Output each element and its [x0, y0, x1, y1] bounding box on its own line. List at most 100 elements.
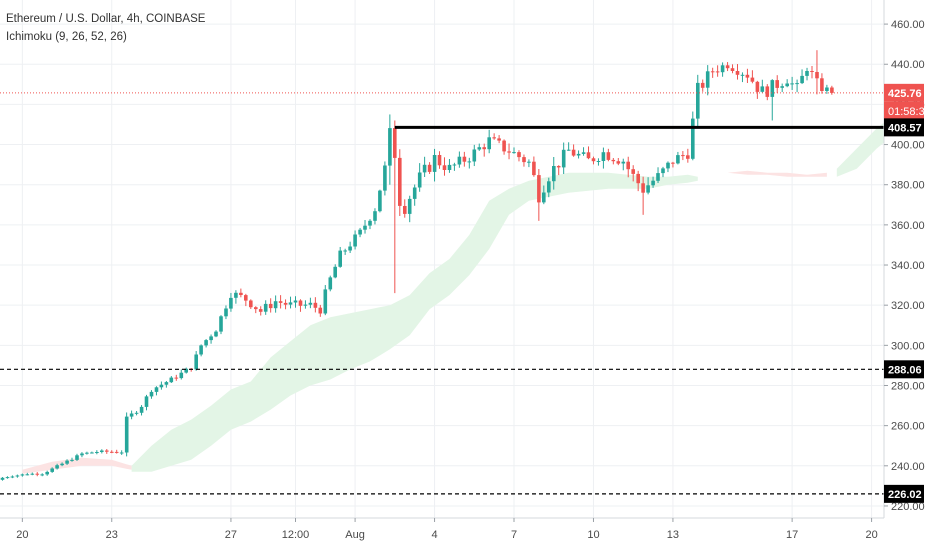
candle [775, 75, 779, 94]
candle-body [219, 316, 223, 332]
candle [65, 459, 69, 465]
candle [472, 144, 477, 167]
candle-body [273, 301, 278, 309]
candle-body [641, 183, 645, 193]
candle-body [571, 149, 576, 156]
candle [656, 167, 660, 184]
candle-body [90, 452, 94, 454]
candle-body [343, 250, 347, 252]
candle-body [576, 153, 581, 156]
candle-body [353, 234, 357, 247]
candle [204, 339, 208, 348]
candle [90, 451, 94, 454]
candle-body [134, 412, 139, 414]
candle-body [95, 452, 99, 453]
candle [705, 65, 710, 96]
candle [661, 166, 665, 178]
candle [671, 161, 675, 168]
cloud-bullish [131, 172, 698, 472]
candle [298, 299, 303, 312]
candle [388, 114, 392, 185]
candle [691, 111, 695, 161]
candle-body [760, 86, 765, 92]
candle [25, 472, 30, 476]
candle-body [676, 155, 680, 164]
time-tick-label: 13 [667, 529, 679, 541]
candle-body [348, 246, 352, 251]
candle-body [10, 476, 15, 478]
candle-body [398, 157, 402, 206]
candle-body [288, 302, 293, 305]
candle [273, 295, 278, 313]
price-tick-label: 360.00 [891, 220, 925, 232]
candle [303, 300, 308, 309]
candle [373, 208, 377, 225]
candle [169, 376, 174, 383]
candle [467, 157, 472, 169]
candle-body [611, 159, 616, 162]
candle [800, 69, 804, 85]
candle-body [556, 166, 561, 168]
candle-body [278, 301, 283, 303]
candle [566, 142, 571, 151]
candle [815, 50, 819, 95]
price-tick-label: 440.00 [891, 59, 925, 71]
price-tick-label: 240.00 [891, 461, 925, 473]
candle-body [646, 185, 650, 193]
candle [100, 449, 104, 454]
candle-body [626, 161, 630, 170]
price-tick-label: 260.00 [891, 421, 925, 433]
svg-text:425.76: 425.76 [888, 88, 922, 100]
time-tick-label: 17 [786, 529, 798, 541]
candle [785, 79, 789, 88]
candle [715, 65, 720, 77]
candle [308, 297, 313, 309]
legend: Ethereum / U.S. Dollar, 4h, COINBASE Ich… [6, 13, 206, 43]
candle [179, 369, 184, 380]
candle [765, 84, 770, 101]
candle-body [388, 128, 392, 166]
candle-body [179, 372, 184, 379]
candle [398, 149, 402, 216]
candle-body [244, 295, 248, 301]
candle-body [338, 250, 342, 267]
candle [676, 151, 680, 165]
candle-body [586, 152, 591, 159]
time-tick-label: 12:00 [282, 529, 310, 541]
candle [666, 161, 670, 173]
time-tick-label: 23 [106, 529, 118, 541]
candle [830, 85, 834, 95]
candle-body [40, 474, 44, 476]
time-axis-bg [0, 518, 932, 550]
candle [502, 139, 506, 155]
candle-body [616, 161, 621, 164]
axis-price-labels: 425.76 01:58:34 408.57 288.06 226.02 [884, 83, 931, 503]
candle-body [661, 168, 665, 174]
candle [542, 185, 546, 205]
candle [745, 68, 750, 84]
candle-body [378, 190, 382, 212]
current-price-badge: 425.76 [884, 83, 924, 102]
candle-body [239, 292, 243, 295]
candle [805, 67, 809, 81]
candle [810, 65, 814, 79]
candle-body [447, 164, 452, 170]
candle-body [517, 152, 521, 158]
candle-body [159, 384, 164, 388]
candle-body [224, 308, 228, 317]
candle [770, 79, 775, 121]
candle-body [65, 460, 69, 464]
candle-body [765, 86, 770, 97]
candle-body [512, 152, 516, 154]
candle-body [139, 406, 144, 413]
candle [333, 264, 337, 279]
candle-body [407, 198, 412, 214]
candle [760, 79, 765, 93]
time-axis: 20 23 27 12:00 Aug 4 7 10 13 17 20 [0, 517, 932, 550]
candle-body [497, 138, 501, 141]
price-tick-label: 300.00 [891, 340, 925, 352]
level-badge-1: 288.06 [884, 360, 924, 379]
candle [268, 298, 273, 313]
